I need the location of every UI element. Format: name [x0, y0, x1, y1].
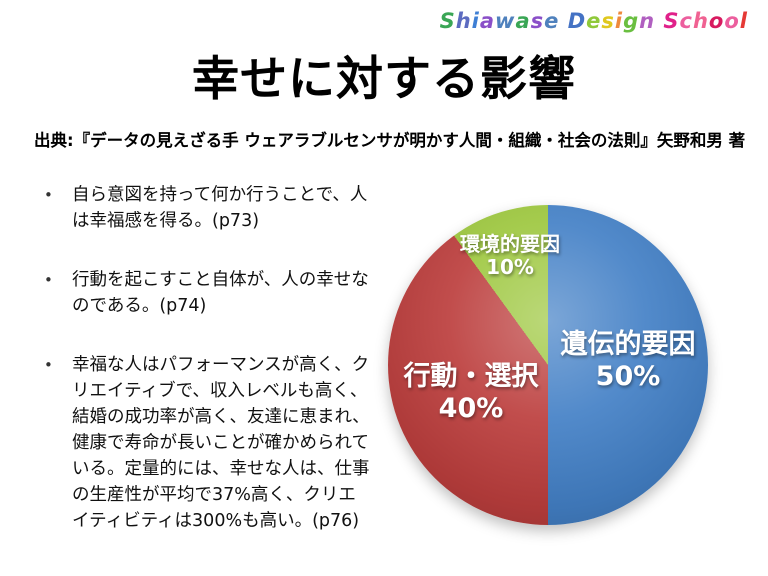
logo-letter: c	[679, 9, 693, 33]
logo-letter: i	[471, 9, 480, 33]
bullet-text: 自ら意図を持って何か行うことで、人は幸福感を得る。(p73)	[72, 185, 368, 231]
bullet-item: 行動を起こすこと自体が、人の幸せなのである。(p74)	[40, 267, 372, 319]
logo-letter: e	[544, 9, 560, 33]
pie-label-environment-value: 10%	[486, 255, 534, 279]
bullet-item: 幸福な人はパフォーマンスが高く、クリエイティブで、収入レベルも高く、結婚の成功率…	[40, 352, 372, 534]
logo-letter: a	[479, 9, 496, 33]
pie-label-environment-name: 環境的要因	[460, 232, 560, 256]
logo-letter: w	[495, 9, 516, 33]
logo-letter: S	[663, 9, 680, 33]
pie-chart: 遺伝的要因 50% 行動・選択 40% 環境的要因 10%	[388, 205, 708, 525]
logo-letter: h	[455, 9, 472, 33]
school-logo: Shiawase Design School	[440, 9, 748, 33]
source-citation: 出典:『データの見えざる手 ウェアラブルセンサが明かす人間・組織・社会の法則』矢…	[34, 131, 746, 150]
pie-label-behavior-choice: 行動・選択 40%	[404, 361, 539, 425]
pie-label-environmental-factors: 環境的要因 10%	[460, 233, 560, 279]
pie-label-genetic-name: 遺伝的要因	[560, 329, 696, 360]
page-title: 幸せに対する影響	[192, 52, 576, 107]
logo-letter: s	[530, 9, 545, 33]
logo-letter: h	[692, 9, 709, 33]
logo-letter: l	[739, 9, 748, 33]
logo-letter: a	[515, 9, 531, 33]
logo-letter: e	[586, 9, 602, 33]
logo-letter: S	[439, 9, 456, 33]
logo-letter	[559, 9, 567, 33]
bullet-text: 行動を起こすこと自体が、人の幸せなのである。(p74)	[72, 270, 369, 316]
logo-letter: o	[708, 9, 725, 33]
pie-label-behavior-name: 行動・選択	[403, 361, 539, 392]
logo-letter: s	[601, 9, 615, 33]
logo-letter: D	[567, 9, 587, 33]
logo-letter: o	[724, 9, 740, 33]
pie-label-genetic-value: 50%	[595, 361, 661, 392]
bullet-list: 自ら意図を持って何か行うことで、人は幸福感を得る。(p73) 行動を起こすこと自…	[40, 182, 372, 567]
logo-letter: i	[614, 9, 624, 33]
logo-letter: n	[639, 9, 656, 33]
pie-label-genetic-factors: 遺伝的要因 50%	[561, 329, 696, 393]
bullet-text: 幸福な人はパフォーマンスが高く、クリエイティブで、収入レベルも高く、結婚の成功率…	[72, 355, 370, 531]
pie	[388, 205, 708, 525]
bullet-item: 自ら意図を持って何か行うことで、人は幸福感を得る。(p73)	[40, 182, 372, 234]
logo-letter: g	[623, 9, 640, 33]
pie-label-behavior-value: 40%	[438, 393, 504, 424]
